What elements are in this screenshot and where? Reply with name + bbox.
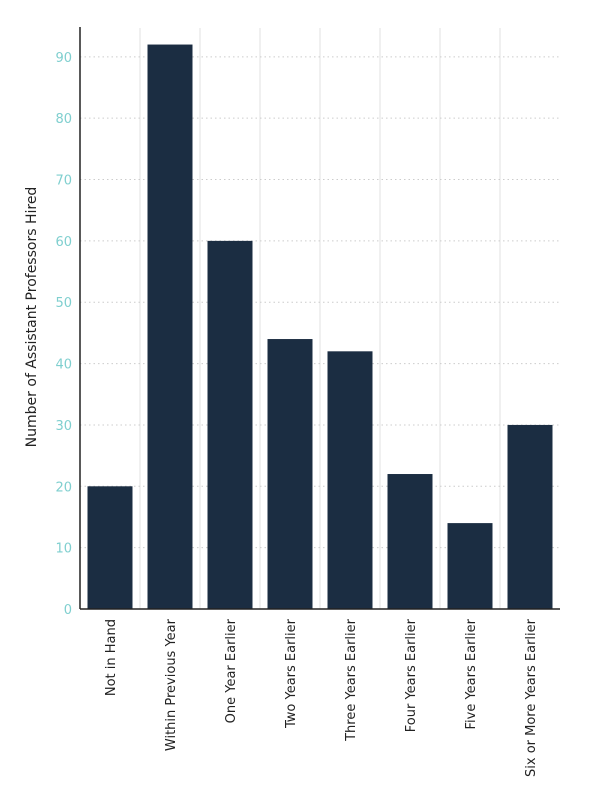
y-tick-labels: 0 10 20 30 40 50 60 70 80 90 — [55, 51, 72, 618]
y-tick-label: 0 — [64, 603, 72, 618]
bar-two-years-earlier — [267, 339, 313, 609]
bar-layer — [87, 44, 553, 609]
bar-not-in-hand — [87, 486, 133, 609]
y-tick-label: 90 — [55, 51, 72, 66]
x-tick-label: Four Years Earlier — [404, 618, 419, 732]
x-tick-label: Three Years Earlier — [344, 618, 359, 742]
y-tick-label: 80 — [55, 112, 72, 127]
x-tick-labels: Not in Hand Within Previous Year One Year … — [104, 618, 539, 777]
grid-layer — [80, 28, 560, 609]
bar-four-years-earlier — [387, 474, 433, 609]
y-tick-label: 70 — [55, 174, 72, 189]
y-tick-label: 40 — [55, 358, 72, 373]
bar-within-previous-year — [147, 44, 193, 609]
bar-five-years-earlier — [447, 523, 493, 609]
y-axis-label: Number of Assistant Professors Hired — [24, 187, 40, 448]
bar-six-or-more-years-earlier — [507, 424, 553, 609]
y-tick-label: 30 — [55, 419, 72, 434]
y-tick-label: 60 — [55, 235, 72, 250]
y-tick-label: 10 — [55, 542, 72, 557]
x-tick-label: Five Years Earlier — [464, 618, 479, 729]
x-tick-label: Within Previous Year — [164, 618, 179, 751]
y-tick-label: 20 — [55, 480, 72, 495]
axis-layer — [79, 27, 560, 610]
x-tick-label: One Year Earlier — [224, 618, 239, 723]
x-tick-label: Two Years Earlier — [284, 618, 299, 729]
x-tick-label: Not in Hand — [104, 619, 119, 696]
bar-one-year-earlier — [207, 240, 253, 609]
y-tick-label: 50 — [55, 296, 72, 311]
bar-three-years-earlier — [327, 351, 373, 609]
x-tick-label: Six or More Years Earlier — [524, 618, 539, 777]
